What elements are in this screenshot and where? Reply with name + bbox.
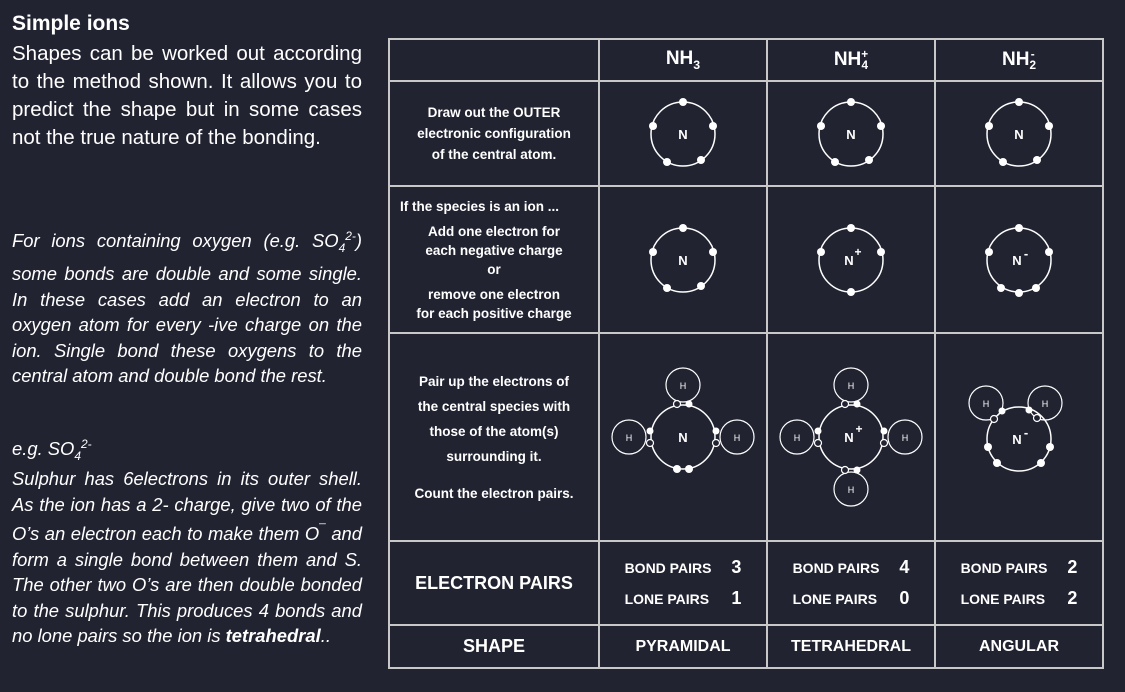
nh3-config-diagram: N	[649, 97, 717, 167]
svg-text:H: H	[794, 433, 801, 443]
plus-charge: +	[854, 245, 861, 259]
shape-conclusion: tetrahedral	[225, 625, 321, 647]
nh2-bonding-cell: N - H H	[934, 332, 1104, 542]
lone-pairs-value: 0	[899, 588, 910, 608]
header-row: NH3 NH +4 NH -2	[388, 38, 1104, 82]
svg-text:H: H	[848, 381, 855, 391]
atom-label-n: N	[678, 253, 687, 268]
pairing-row: Pair up the electrons of the central spe…	[388, 332, 1104, 542]
nh2-ion-diagram: N -	[985, 223, 1053, 297]
nh2-config-cell: N	[934, 80, 1104, 187]
step3-instruction: Pair up the electrons of the central spe…	[388, 332, 600, 542]
bond-pairs-label: BOND PAIRS	[624, 559, 712, 576]
nh4-bonding-cell: N + H H H H	[766, 332, 936, 542]
atom-label-n-plus: N	[844, 253, 853, 268]
explanation-panel: Simple ions Shapes can be worked out acc…	[12, 12, 362, 646]
sulphate-explanation: Sulphur has 6electrons in its outer shel…	[12, 468, 362, 647]
lone-pairs-value: 2	[1067, 588, 1078, 608]
nh4-shape: TETRAHEDRAL	[766, 624, 936, 669]
svg-text:N: N	[1012, 432, 1021, 447]
svg-text:-: -	[1024, 425, 1028, 440]
atom-label-n: N	[678, 127, 687, 142]
oxygen-ions-paragraph: For ions containing oxygen (e.g. SO42-) …	[12, 229, 362, 387]
nh4-bonding-diagram: N + H H H H	[779, 367, 923, 507]
lone-pairs-label: LONE PAIRS	[624, 590, 710, 607]
svg-text:H: H	[734, 433, 741, 443]
lone-pairs-value: 1	[731, 588, 742, 608]
example-heading: e.g. SO42-	[12, 437, 92, 463]
lone-pairs-label: LONE PAIRS	[960, 590, 1046, 607]
atom-label-n-minus: N	[1012, 253, 1021, 268]
nh4-config-cell: N	[766, 80, 936, 187]
svg-text:+: +	[855, 422, 862, 436]
nh3-ion-cell: N	[598, 185, 768, 334]
nh2-config-diagram: N	[985, 97, 1053, 167]
bond-pairs-label: BOND PAIRS	[792, 559, 880, 576]
ion-shapes-table: NH3 NH +4 NH -2 Draw out the OUTER electron…	[388, 38, 1104, 669]
header-nh3: NH3	[598, 38, 768, 82]
electron-pairs-row: ELECTRON PAIRS BOND PAIRS 3 LONE PAIRS 1 B…	[388, 540, 1104, 626]
header-blank	[388, 38, 600, 82]
nh3-pairs-cell: BOND PAIRS 3 LONE PAIRS 1	[598, 540, 768, 626]
nh4-pairs-cell: BOND PAIRS 4 LONE PAIRS 0	[766, 540, 936, 626]
nh2-pairs-cell: BOND PAIRS 2 LONE PAIRS 2	[934, 540, 1104, 626]
nh2-ion-cell: N -	[934, 185, 1104, 334]
atom-label-n: N	[1014, 127, 1023, 142]
minus-charge: -	[1024, 246, 1028, 261]
bond-pairs-value: 2	[1067, 557, 1078, 577]
header-nh4-plus: NH +4	[766, 38, 936, 82]
electron-pairs-label: ELECTRON PAIRS	[388, 540, 600, 626]
nh2-shape: ANGULAR	[934, 624, 1104, 669]
nh3-bonding-diagram: N H H H	[611, 367, 755, 473]
svg-text:H: H	[680, 381, 687, 391]
atom-label-n: N	[846, 127, 855, 142]
nh3-ion-diagram: N	[649, 223, 717, 293]
svg-text:N: N	[844, 430, 853, 445]
header-nh2-minus: NH -2	[934, 38, 1104, 82]
section-title: Simple ions	[12, 12, 130, 35]
shape-label: SHAPE	[388, 624, 600, 669]
nh2-bonding-diagram: N - H H	[968, 385, 1063, 472]
ion-adjust-row: If the species is an ion ... Add one ele…	[388, 185, 1104, 334]
bond-pairs-value: 4	[899, 557, 910, 577]
svg-text:H: H	[626, 433, 633, 443]
svg-text:H: H	[848, 485, 855, 495]
lone-pairs-label: LONE PAIRS	[792, 590, 878, 607]
nh4-ion-cell: N +	[766, 185, 936, 334]
bond-pairs-label: BOND PAIRS	[960, 559, 1048, 576]
nh4-config-diagram: N	[817, 97, 885, 167]
nh3-config-cell: N	[598, 80, 768, 187]
nh4-ion-diagram: N +	[817, 223, 885, 296]
shape-row: SHAPE PYRAMIDAL TETRAHEDRAL ANGULAR	[388, 624, 1104, 669]
svg-text:H: H	[1042, 399, 1049, 409]
bond-pairs-value: 3	[731, 557, 742, 577]
nh3-bonding-cell: N H H H	[598, 332, 768, 542]
intro-paragraph: Shapes can be worked out according to th…	[12, 42, 362, 149]
nh3-shape: PYRAMIDAL	[598, 624, 768, 669]
config-row: Draw out the OUTER electronic configurati…	[388, 80, 1104, 187]
step1-instruction: Draw out the OUTER electronic configurati…	[388, 80, 600, 187]
svg-text:H: H	[902, 433, 909, 443]
svg-text:N: N	[678, 430, 687, 445]
step2-instruction: If the species is an ion ... Add one ele…	[388, 185, 600, 334]
svg-text:H: H	[983, 399, 990, 409]
